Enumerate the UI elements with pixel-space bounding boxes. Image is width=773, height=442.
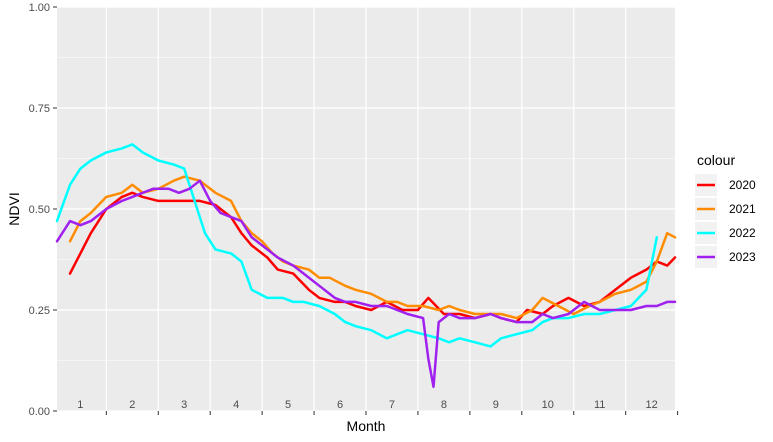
legend-label: 2020 (729, 178, 756, 192)
legend-items: 2020 2021 2022 2023 (695, 174, 756, 268)
y-tick-label: 0.75 (29, 103, 50, 115)
month-label: 6 (337, 399, 343, 411)
y-tick-label: 0.00 (29, 406, 50, 418)
month-label: 1 (77, 399, 83, 411)
legend-title: colour (697, 152, 735, 168)
month-label: 4 (233, 399, 239, 411)
legend-label: 2022 (729, 226, 756, 240)
y-tick-labels: 0.00 0.25 0.50 0.75 1.00 (29, 2, 50, 418)
y-tick-label: 1.00 (29, 2, 50, 14)
month-label: 12 (646, 399, 658, 411)
month-label: 5 (285, 399, 291, 411)
legend-label: 2021 (729, 202, 756, 216)
x-axis-title: Month (347, 418, 386, 434)
month-label: 8 (441, 399, 447, 411)
month-label: 11 (594, 399, 605, 411)
y-axis-title: NDVI (6, 192, 22, 225)
legend-label: 2023 (729, 250, 756, 264)
y-tick-label: 0.50 (29, 204, 50, 216)
legend: colour 2020 2021 2022 2023 (695, 152, 756, 268)
month-label: 10 (542, 399, 554, 411)
axis-ticks (53, 6, 679, 415)
series-line-2022 (55, 143, 659, 348)
month-label: 2 (129, 399, 135, 411)
series-line-2021 (68, 175, 677, 320)
series-line-2020 (68, 191, 677, 324)
month-label: 3 (181, 399, 187, 411)
y-tick-label: 0.25 (29, 305, 50, 317)
month-label: 9 (493, 399, 499, 411)
month-label: 7 (389, 399, 395, 411)
month-labels: 1 2 3 4 5 6 7 8 9 10 11 12 (77, 399, 657, 411)
series-lines (55, 143, 677, 389)
series-line-2023 (55, 179, 677, 389)
